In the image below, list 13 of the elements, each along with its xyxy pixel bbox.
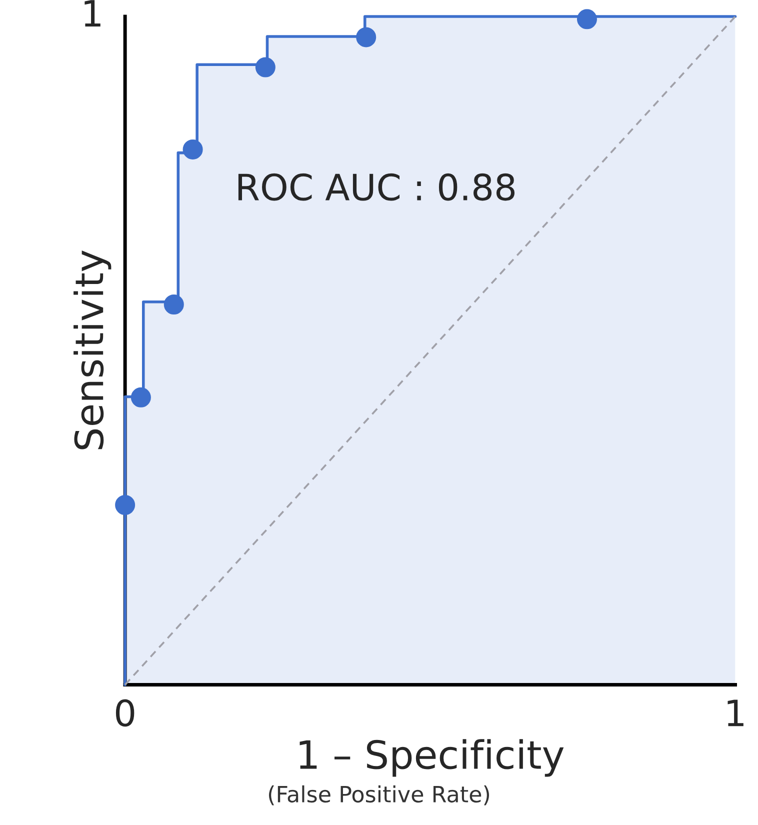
point — [576, 9, 597, 30]
point — [164, 294, 184, 315]
point — [182, 139, 203, 160]
point — [130, 387, 151, 408]
point — [115, 494, 136, 515]
text: (False Positive Rate) — [268, 785, 490, 806]
point — [255, 57, 276, 78]
annotation: ROC AUC : 0.88 — [238, 173, 515, 201]
x-tick-label: 0 — [116, 699, 134, 727]
y-axis-title: Sensitivity — [74, 250, 112, 450]
text: 1 — [84, 0, 100, 26]
point — [356, 27, 376, 48]
x-axis-title: 1 – Specificity — [300, 739, 564, 777]
